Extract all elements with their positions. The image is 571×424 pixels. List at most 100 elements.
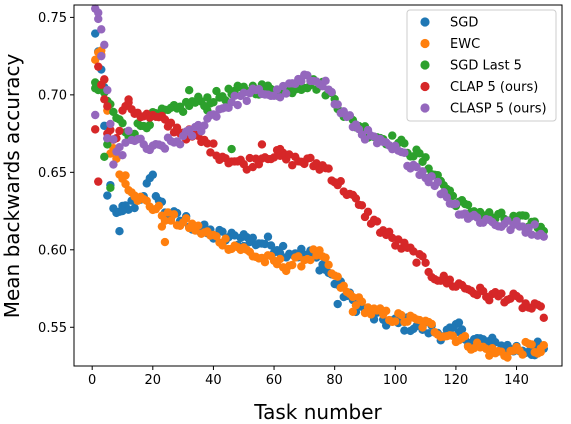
legend-marker <box>420 38 430 49</box>
data-point <box>418 252 427 261</box>
data-point <box>348 292 358 302</box>
data-point <box>427 319 436 329</box>
data-point <box>497 289 506 298</box>
y-tick-label: 0.70 <box>38 88 67 103</box>
y-tick-label: 0.55 <box>38 321 67 336</box>
data-point <box>482 344 491 354</box>
data-point <box>169 210 179 219</box>
data-point <box>94 177 103 186</box>
data-point <box>400 326 409 335</box>
data-point <box>324 164 333 173</box>
data-point <box>351 194 361 203</box>
data-point <box>203 139 212 148</box>
data-point <box>357 201 367 210</box>
data-point <box>109 160 118 169</box>
data-point <box>160 144 170 153</box>
data-point <box>118 206 127 216</box>
x-tick-label: 20 <box>145 373 162 388</box>
legend: SGD EWC SGD Last 5 CLAP 5 (ours) CLASP 5 (ou… <box>406 9 557 122</box>
data-point <box>539 232 549 241</box>
data-point <box>451 199 461 208</box>
data-point <box>418 167 427 176</box>
legend-label: SGD Last 5 <box>450 59 522 74</box>
data-point <box>360 135 370 144</box>
data-point <box>239 230 248 239</box>
data-point <box>306 255 315 265</box>
data-point <box>439 271 448 281</box>
y-axis-label: Mean backwards accuracy <box>0 54 24 319</box>
legend-label: EWC <box>450 37 480 52</box>
data-point <box>278 241 288 251</box>
y-axis: 0.55 0.60 0.65 0.70 0.75 <box>38 11 74 336</box>
data-point <box>260 257 270 267</box>
y-tick-label: 0.60 <box>38 243 67 258</box>
series-4 <box>91 4 549 241</box>
data-point <box>115 227 124 236</box>
data-point <box>178 107 188 117</box>
data-point <box>194 221 203 230</box>
data-point <box>263 232 273 241</box>
data-point <box>527 340 536 349</box>
data-point <box>324 260 333 270</box>
x-tick-label: 80 <box>326 373 343 388</box>
data-point <box>539 340 549 350</box>
data-point <box>100 152 109 162</box>
data-point <box>200 121 209 130</box>
x-tick-label: 120 <box>443 373 468 388</box>
data-point <box>100 95 109 104</box>
data-point <box>115 143 124 152</box>
data-point <box>539 313 549 323</box>
data-point <box>518 350 527 359</box>
data-point <box>91 125 100 134</box>
data-point <box>297 262 306 271</box>
data-point <box>345 111 355 120</box>
data-point <box>166 118 176 128</box>
data-point <box>536 302 545 311</box>
data-point <box>130 203 139 213</box>
data-point <box>212 112 221 121</box>
data-point <box>91 55 100 65</box>
data-point <box>184 86 194 95</box>
legend-label: CLASP 5 (ours) <box>450 102 547 117</box>
data-point <box>275 144 285 154</box>
data-point <box>300 70 309 79</box>
data-point <box>333 100 342 109</box>
data-point <box>321 253 330 262</box>
series-3 <box>91 62 549 323</box>
x-axis-label: Task number <box>253 400 382 424</box>
data-point <box>348 307 358 316</box>
data-point <box>227 144 236 154</box>
legend-marker <box>420 17 430 27</box>
data-point <box>103 140 112 149</box>
points-layer <box>91 4 549 362</box>
data-point <box>418 323 427 332</box>
legend-marker <box>420 81 430 92</box>
data-point <box>463 200 473 210</box>
data-point <box>357 297 367 306</box>
data-point <box>94 14 103 24</box>
data-point <box>275 248 285 258</box>
data-point <box>521 211 530 220</box>
data-point <box>118 118 127 128</box>
data-point <box>427 172 436 181</box>
data-point <box>275 254 285 264</box>
legend-marker <box>420 60 430 70</box>
data-point <box>181 214 191 223</box>
data-point <box>230 91 239 101</box>
data-point <box>397 310 406 320</box>
data-point <box>209 98 218 107</box>
data-point <box>166 216 176 225</box>
data-point <box>400 139 409 148</box>
data-point <box>115 126 124 136</box>
data-point <box>106 119 115 129</box>
data-point <box>294 252 303 261</box>
data-point <box>118 150 127 160</box>
data-point <box>130 191 139 200</box>
data-point <box>333 299 342 309</box>
y-tick-label: 0.75 <box>38 11 67 26</box>
data-point <box>327 87 336 97</box>
data-point <box>336 177 345 186</box>
data-point <box>415 149 424 158</box>
data-point <box>306 153 315 163</box>
data-point <box>530 220 539 229</box>
